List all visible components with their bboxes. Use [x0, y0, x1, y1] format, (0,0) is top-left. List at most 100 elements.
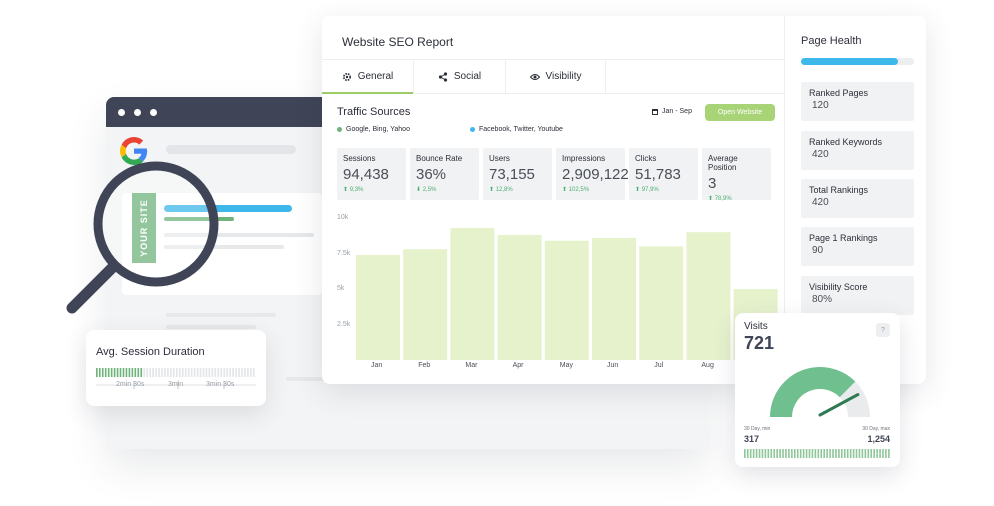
visits-bar-segment — [829, 449, 831, 458]
visits-bar-segment — [879, 449, 881, 458]
stat-delta: ⬆ 97,9% — [635, 187, 659, 193]
visits-bar-segment — [758, 449, 761, 458]
window-dot — [134, 108, 141, 116]
visits-bar-segment — [785, 449, 787, 458]
session-bar-segment — [155, 368, 157, 377]
session-bar-segment — [167, 368, 169, 377]
page-health-progress — [801, 58, 914, 65]
session-bar-segment — [98, 368, 101, 377]
x-tick-label: May — [559, 362, 574, 369]
health-page1-rankings: Page 1 Rankings 90 — [801, 227, 914, 266]
session-bar-segment — [190, 368, 193, 377]
tab-social[interactable]: Social — [414, 60, 506, 93]
visits-bar-segment — [755, 449, 758, 458]
session-bar-segment — [247, 368, 249, 377]
session-axis — [96, 381, 256, 389]
session-bar-segment — [196, 368, 199, 377]
session-bar-segment — [164, 368, 166, 377]
visits-bar-segment — [843, 449, 846, 458]
visits-bar-segment — [808, 449, 811, 458]
stat-label: Impressions — [562, 154, 606, 163]
session-bar-segment — [211, 368, 214, 377]
session-bar-segment — [223, 368, 226, 377]
stat-value: 51,783 — [635, 166, 681, 183]
visits-bar-segment — [788, 449, 790, 458]
visits-bar-segment — [852, 449, 855, 458]
x-tick-label: Aug — [701, 362, 714, 369]
open-website-button[interactable]: Open Website — [705, 104, 775, 121]
stat-bounce-rate: Bounce Rate 36% ⬇ 2,5% — [410, 148, 479, 200]
x-tick-label: Jun — [607, 362, 619, 369]
visits-bar-segment — [799, 449, 802, 458]
health-ranked-keywords: Ranked Keywords 420 — [801, 131, 914, 170]
session-bar-segment — [116, 368, 119, 377]
session-bar-segment — [214, 368, 217, 377]
visits-bar-segment — [864, 449, 867, 458]
help-icon[interactable]: ? — [876, 323, 890, 337]
bar-may — [544, 240, 589, 360]
search-bar — [166, 145, 296, 154]
date-range-label: Jan - Sep — [662, 108, 692, 115]
visits-bar-segment — [746, 449, 749, 458]
session-bar-segment — [208, 368, 211, 377]
visits-bar-segment — [832, 449, 834, 458]
tab-visibility[interactable]: Visibility — [506, 60, 606, 93]
bar-chart-plot — [356, 227, 778, 360]
x-tick-label: Apr — [512, 362, 524, 369]
session-bar-segment — [143, 368, 146, 377]
visits-bar-segment — [858, 449, 861, 458]
share-icon — [438, 71, 447, 82]
visits-bar-segment — [841, 449, 843, 458]
visits-bar-segment — [782, 449, 784, 458]
legend-dot — [470, 127, 475, 132]
health-value: 120 — [812, 100, 829, 111]
session-bar-segment — [173, 368, 175, 377]
visits-bar-segment — [861, 449, 864, 458]
stat-value: 94,438 — [343, 166, 389, 183]
tab-general[interactable]: General — [322, 60, 414, 94]
health-label: Page 1 Rankings — [809, 233, 878, 243]
session-bar-segment — [122, 368, 125, 377]
stat-label: Bounce Rate — [416, 154, 463, 163]
session-bar-segment — [202, 368, 205, 377]
seo-report-card: Website SEO Report General Social Visibi… — [322, 16, 926, 384]
stat-value: 73,155 — [489, 166, 535, 183]
session-bar-segment — [187, 368, 190, 377]
legend-dot — [337, 127, 342, 132]
stat-sessions: Sessions 94,438 ⬆ 9,3% — [337, 148, 406, 200]
session-bar-segment — [193, 368, 196, 377]
session-bar-segment — [238, 368, 240, 377]
session-bar-segment — [232, 368, 234, 377]
traffic-bar-chart: 10k 7.5k 5k 2.5k Jan Feb Mar Apr May Jun Jul Aug — [322, 212, 784, 384]
health-ranked-pages: Ranked Pages 120 — [801, 82, 914, 121]
session-bar-segment — [176, 368, 178, 377]
result-text-line — [164, 245, 284, 249]
visits-bar-segment — [776, 449, 778, 458]
page-health-title: Page Health — [801, 35, 862, 47]
session-bar-segment — [104, 368, 107, 377]
visits-bar-segment — [838, 449, 840, 458]
magnifier-icon — [66, 161, 219, 314]
health-value: 420 — [812, 149, 829, 160]
visits-bar-segment — [876, 449, 878, 458]
tab-label: General — [357, 71, 394, 82]
visits-bar-segment — [793, 449, 796, 458]
stat-clicks: Clicks 51,783 ⬆ 97,9% — [629, 148, 698, 200]
visits-bar-segment — [767, 449, 770, 458]
date-range-picker[interactable]: Jan - Sep — [652, 108, 692, 115]
visits-bar-segment — [882, 449, 884, 458]
visits-bar-segment — [761, 449, 764, 458]
visits-bar-segment — [826, 449, 828, 458]
x-tick-label: Jan — [371, 362, 383, 369]
session-bar-segment — [96, 368, 98, 377]
x-tick-label: Jul — [654, 362, 664, 369]
stat-delta: ⬇ 2,5% — [416, 187, 437, 193]
session-bar-segment — [119, 368, 122, 377]
session-bar-segment — [244, 368, 246, 377]
session-bar-segment — [131, 368, 134, 377]
visits-bar-segment — [752, 449, 755, 458]
bar-apr — [497, 235, 542, 360]
legend-label: Facebook, Twitter, Youtube — [479, 126, 563, 133]
session-bar-segment — [205, 368, 208, 377]
session-ticks: 2min 30s 3min 3min 30s — [96, 381, 256, 395]
